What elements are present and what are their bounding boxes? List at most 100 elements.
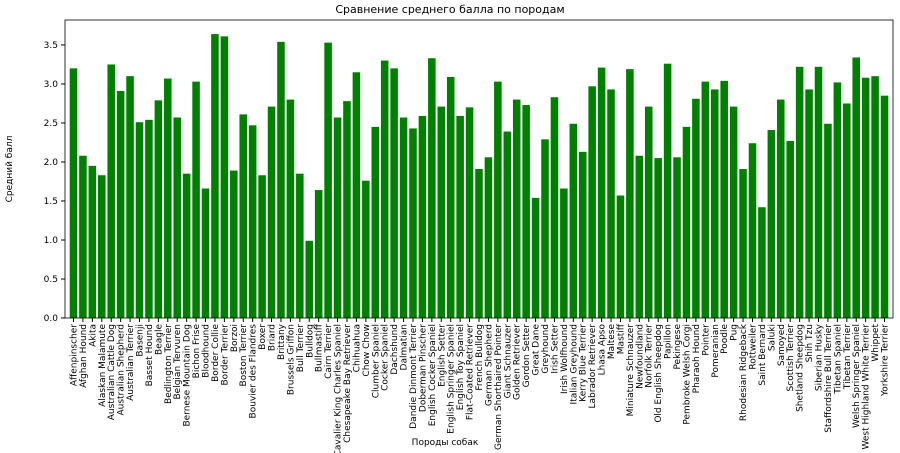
x-tick-label: Cavalier King Charles Spaniel — [334, 324, 344, 453]
y-tick-label: 0.5 — [44, 275, 58, 285]
x-tick-label: Rhodesian Ridgeback — [739, 323, 749, 421]
x-tick-label: English Cocker Spaniel — [428, 324, 438, 426]
bar — [673, 157, 681, 318]
x-tick-label: Basset Hound — [145, 324, 155, 386]
bar — [616, 195, 625, 318]
bar — [758, 207, 766, 318]
x-tick-label: German Shepherd — [484, 324, 494, 406]
x-tick-label: Cairn Terrier — [324, 324, 334, 379]
x-tick-label: Flat-Coated Retriever — [466, 324, 476, 420]
x-tick-label: Border Terrier — [220, 324, 230, 386]
x-tick-label: Newfoundland — [635, 324, 645, 389]
bar — [843, 103, 851, 318]
bar — [446, 76, 455, 318]
x-tick-label: Border Collie — [211, 324, 221, 382]
x-tick-label: Dalmatian — [400, 324, 410, 370]
bar — [522, 105, 530, 319]
x-tick-label: Giant Schnauzer — [503, 324, 513, 399]
bar — [626, 69, 634, 318]
x-tick-label: Miniature Schnauzer — [626, 324, 636, 417]
bar — [654, 158, 662, 318]
bar — [173, 117, 181, 318]
bar — [560, 188, 568, 318]
x-tick-label: Afghan Hound — [79, 324, 89, 388]
bar — [220, 36, 229, 318]
bar — [314, 190, 323, 318]
y-tick-label: 3.0 — [44, 80, 59, 90]
bar — [267, 106, 276, 319]
bar — [428, 58, 436, 319]
x-tick-label: Rottweiler — [748, 324, 758, 370]
bar — [503, 131, 512, 318]
x-tick-label: Staffordshire Bull Terrier — [824, 324, 834, 433]
x-tick-label: Boxer — [258, 324, 268, 350]
x-tick-label: Maltese — [607, 324, 617, 360]
bar — [635, 155, 644, 318]
bar — [286, 99, 295, 318]
bar — [880, 95, 889, 318]
x-tick-label: Brussels Griffon — [286, 324, 296, 395]
bar — [607, 89, 615, 318]
bar — [786, 140, 794, 318]
x-tick-label: Chow Chow — [362, 324, 372, 377]
bar — [644, 106, 653, 319]
x-tick-label: Brittany — [277, 323, 287, 360]
x-tick-label: Greyhound — [541, 324, 551, 374]
y-tick-label: 3.5 — [44, 41, 58, 51]
bar — [409, 128, 417, 318]
bar — [230, 170, 238, 318]
x-tick-label: Australian Cattle Dog — [107, 324, 117, 420]
x-tick-label: Whippet — [871, 324, 881, 362]
bar — [767, 129, 776, 318]
x-tick-label: Golden Retriever — [513, 324, 523, 400]
x-tick-label: Siberian Husky — [814, 323, 824, 391]
bar — [871, 76, 879, 318]
x-tick-label: West Highland White Terrier — [862, 324, 872, 450]
bar — [805, 89, 813, 318]
bar — [739, 169, 747, 318]
bar — [182, 173, 191, 318]
x-tick-label: Dachshund — [390, 324, 400, 375]
x-tick-label: Akita — [88, 324, 98, 347]
x-tick-label: Pointer — [701, 324, 711, 356]
x-tick-label: Poodle — [720, 324, 730, 354]
y-tick-label: 1.5 — [44, 197, 58, 207]
bar — [465, 107, 474, 318]
x-tick-label: Boston Terrier — [239, 324, 249, 387]
bar — [541, 139, 549, 318]
bar — [362, 180, 370, 318]
x-tick-label: Australian Terrier — [126, 324, 136, 401]
bar — [135, 122, 144, 318]
bar — [79, 155, 87, 318]
x-tick-label: Bloodhound — [202, 324, 212, 378]
bar — [512, 99, 521, 318]
x-tick-label: German Shorthaired Pointer — [494, 324, 504, 450]
x-tick-label: Borzoi — [230, 324, 240, 352]
x-tick-label: Bouvier des Flandres — [249, 324, 259, 419]
bar — [211, 34, 219, 319]
bar — [154, 100, 163, 318]
x-tick-label: Gordon Setter — [522, 324, 532, 388]
x-tick-label: Beagle — [154, 324, 164, 355]
y-tick-label: 1.0 — [44, 236, 59, 246]
x-tick-label: English Springer Spaniel — [447, 324, 457, 434]
bar — [277, 41, 285, 319]
x-tick-label: Bernese Mountain Dog — [183, 324, 193, 427]
x-tick-label: Bichon Frise — [192, 324, 202, 379]
x-tick-label: Welsh Springer Spaniel — [852, 324, 862, 428]
chart-title: Сравнение среднего балла по породам — [335, 3, 564, 16]
x-tick-label: French Bulldog — [475, 324, 485, 391]
bar — [98, 175, 106, 318]
bar — [710, 89, 719, 318]
bar — [494, 81, 502, 319]
y-tick-label: 0.0 — [44, 314, 59, 324]
plot-frame — [64, 19, 894, 319]
x-tick-label: Briard — [268, 324, 278, 351]
bar — [861, 77, 870, 318]
bar — [748, 143, 757, 318]
x-tick-label: Bulldog — [305, 324, 315, 358]
bar — [380, 60, 389, 319]
bar — [371, 126, 380, 318]
x-tick-label: Old English Sheepdog — [654, 324, 664, 423]
bar — [399, 117, 408, 318]
